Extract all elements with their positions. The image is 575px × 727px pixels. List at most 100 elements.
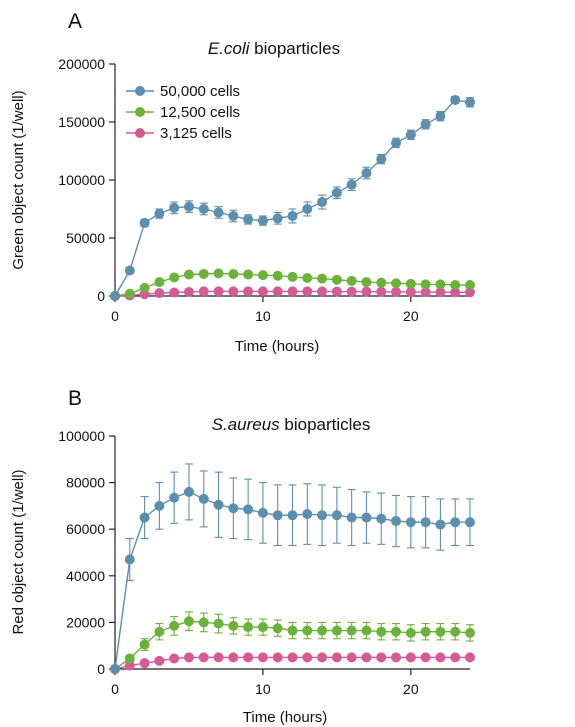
- data-point: [287, 510, 298, 521]
- panel-a: A E.coli bioparticles Green object count…: [10, 10, 475, 355]
- data-point: [154, 626, 165, 637]
- data-point: [346, 512, 357, 523]
- data-point: [183, 486, 194, 497]
- data-point: [139, 658, 150, 669]
- legend: 50,000 cells 12,500 cells 3,125 cells: [126, 83, 240, 142]
- data-point: [465, 517, 475, 528]
- data-point: [435, 626, 446, 637]
- x-axis-label: Time (hours): [235, 338, 319, 355]
- data-point: [198, 493, 209, 504]
- data-point: [228, 286, 239, 297]
- y-tick-label: 20000: [66, 614, 105, 630]
- data-point: [287, 652, 298, 663]
- data-point: [465, 97, 475, 108]
- data-point: [361, 168, 372, 179]
- chart-title: S.aureus bioparticles: [212, 415, 371, 434]
- data-point: [405, 652, 416, 663]
- panel-letter: B: [68, 387, 82, 410]
- data-point: [139, 639, 150, 650]
- data-point: [302, 286, 313, 297]
- data-point: [317, 286, 328, 297]
- data-point: [198, 617, 209, 628]
- data-point: [243, 286, 254, 297]
- data-point: [287, 210, 298, 221]
- legend-label: 3,125 cells: [160, 125, 232, 142]
- data-point: [287, 286, 298, 297]
- data-point: [361, 625, 372, 636]
- data-point: [450, 94, 461, 105]
- data-point: [169, 492, 180, 503]
- data-point: [287, 271, 298, 282]
- data-point: [346, 275, 357, 286]
- data-point: [243, 269, 254, 280]
- axes: 0 50000 100000 150000 200000 0 10 20: [58, 56, 470, 324]
- data-point: [420, 626, 431, 637]
- data-point: [110, 664, 120, 674]
- data-point: [213, 652, 224, 663]
- data-point: [331, 187, 342, 198]
- data-point: [465, 652, 475, 663]
- data-point: [420, 119, 431, 130]
- panel-b: B S.aureus bioparticles Red object count…: [10, 387, 475, 726]
- data-point: [169, 287, 180, 298]
- data-point: [317, 510, 328, 521]
- data-point: [331, 274, 342, 285]
- data-point: [213, 618, 224, 629]
- data-point: [124, 660, 135, 671]
- data-point: [405, 517, 416, 528]
- data-point: [376, 513, 387, 524]
- data-point: [405, 627, 416, 638]
- data-point: [139, 282, 150, 293]
- data-point: [228, 652, 239, 663]
- y-axis-label: Red object count (1/well): [10, 469, 27, 634]
- data-point: [183, 286, 194, 297]
- data-point: [302, 204, 313, 214]
- data-point: [124, 288, 135, 299]
- data-point: [435, 519, 446, 530]
- data-point: [435, 652, 446, 663]
- data-point: [154, 655, 165, 666]
- series: [110, 652, 475, 674]
- data-point: [391, 516, 402, 527]
- data-point: [228, 620, 239, 631]
- data-point: [435, 111, 446, 122]
- legend-marker: [135, 86, 145, 96]
- data-point: [213, 286, 224, 297]
- data-point: [376, 652, 387, 663]
- data-point: [391, 137, 402, 148]
- data-point: [391, 626, 402, 637]
- data-point: [435, 287, 446, 298]
- data-point: [228, 268, 239, 279]
- series-layer: [110, 94, 475, 301]
- data-point: [272, 270, 283, 281]
- data-point: [331, 286, 342, 297]
- data-point: [243, 652, 254, 663]
- data-point: [317, 652, 328, 663]
- data-point: [243, 504, 254, 515]
- chart-title-rest: bioparticles: [249, 39, 340, 58]
- data-point: [154, 500, 165, 511]
- data-point: [391, 652, 402, 663]
- data-point: [317, 273, 328, 284]
- data-point: [183, 616, 194, 627]
- data-point: [183, 652, 194, 663]
- data-point: [405, 278, 416, 289]
- chart-title-rest: bioparticles: [280, 415, 371, 434]
- data-point: [272, 652, 283, 663]
- data-point: [169, 202, 180, 213]
- chart-title: E.coli bioparticles: [208, 39, 340, 58]
- data-point: [420, 652, 431, 663]
- data-point: [287, 625, 298, 636]
- data-point: [154, 277, 165, 288]
- data-point: [376, 286, 387, 297]
- y-tick-label: 60000: [66, 521, 105, 537]
- data-point: [331, 652, 342, 663]
- data-point: [213, 499, 224, 510]
- data-point: [331, 625, 342, 636]
- x-axis-label: Time (hours): [243, 709, 327, 726]
- data-point: [198, 268, 209, 279]
- y-tick-label: 80000: [66, 475, 105, 491]
- y-tick-label: 100000: [58, 172, 105, 188]
